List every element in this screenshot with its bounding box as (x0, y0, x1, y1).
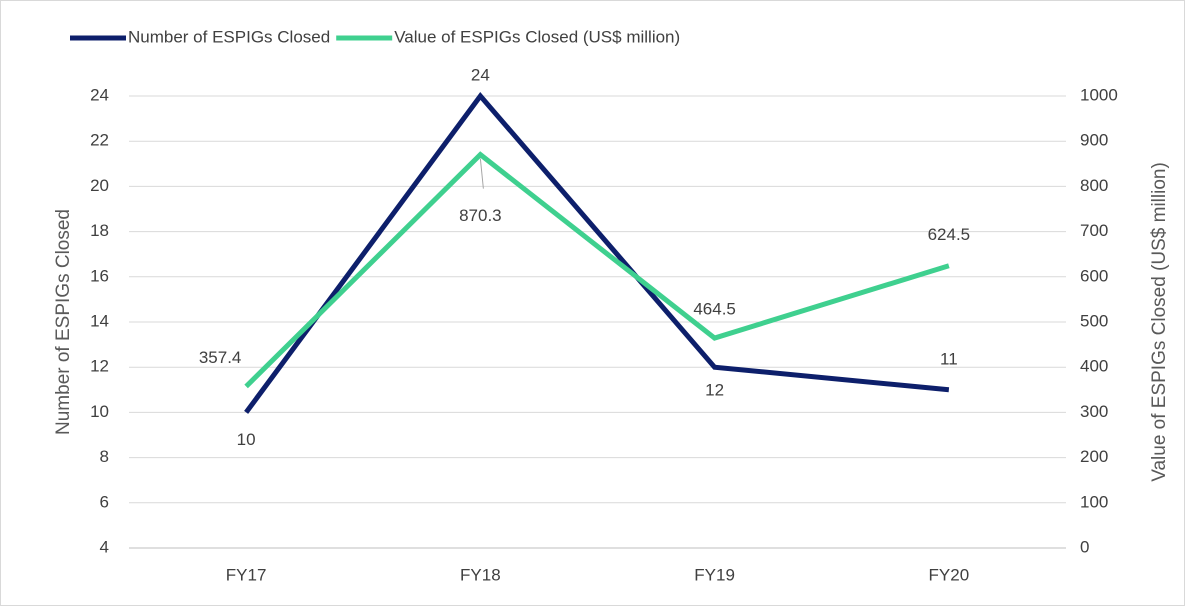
y-tick-label: 8 (100, 447, 109, 466)
y-tick-label: 18 (90, 221, 109, 240)
y-tick-label: 4 (100, 537, 109, 556)
leader-line (479, 158, 484, 189)
data-label: 357.4 (199, 348, 242, 367)
data-label: 11 (940, 349, 958, 368)
y2-tick-label: 500 (1080, 311, 1108, 330)
legend-label: Value of ESPIGs Closed (US$ million) (394, 27, 680, 46)
line-series (244, 92, 950, 414)
data-label: 24 (471, 65, 490, 84)
y2-tick-label: 300 (1080, 402, 1108, 421)
x-tick-label: FY17 (226, 565, 267, 584)
y2-tick-label: 600 (1080, 266, 1108, 285)
y-tick-label: 6 (100, 492, 109, 511)
y-tick-label: 12 (90, 357, 109, 376)
y2-tick-label: 800 (1080, 176, 1108, 195)
y2-tick-label: 700 (1080, 221, 1108, 240)
y-tick-label: 14 (90, 311, 109, 330)
legend-label: Number of ESPIGs Closed (128, 27, 330, 46)
y2-axis-title: Value of ESPIGs Closed (US$ million) (1149, 162, 1170, 482)
y-tick-label: 22 (90, 131, 109, 150)
y2-tick-label: 400 (1080, 357, 1108, 376)
y-tick-label: 20 (90, 176, 109, 195)
y-axis-title: Number of ESPIGs Closed (53, 209, 74, 435)
x-tick-label: FY19 (694, 565, 735, 584)
data-label: 624.5 (928, 225, 971, 244)
y-tick-label: 24 (90, 85, 109, 104)
line-series (244, 151, 950, 389)
y-tick-label: 16 (90, 266, 109, 285)
data-label: 12 (705, 381, 724, 400)
y-tick-label: 10 (90, 402, 109, 421)
x-tick-label: FY20 (929, 565, 970, 584)
y2-tick-label: 100 (1080, 492, 1108, 511)
data-label: 464.5 (693, 300, 736, 319)
y2-tick-label: 900 (1080, 131, 1108, 150)
x-tick-label: FY18 (460, 565, 501, 584)
y2-tick-label: 200 (1080, 447, 1108, 466)
y2-tick-label: 1000 (1080, 85, 1118, 104)
data-label: 10 (237, 430, 256, 449)
data-label: 870.3 (459, 206, 502, 225)
y2-tick-label: 0 (1080, 537, 1089, 556)
